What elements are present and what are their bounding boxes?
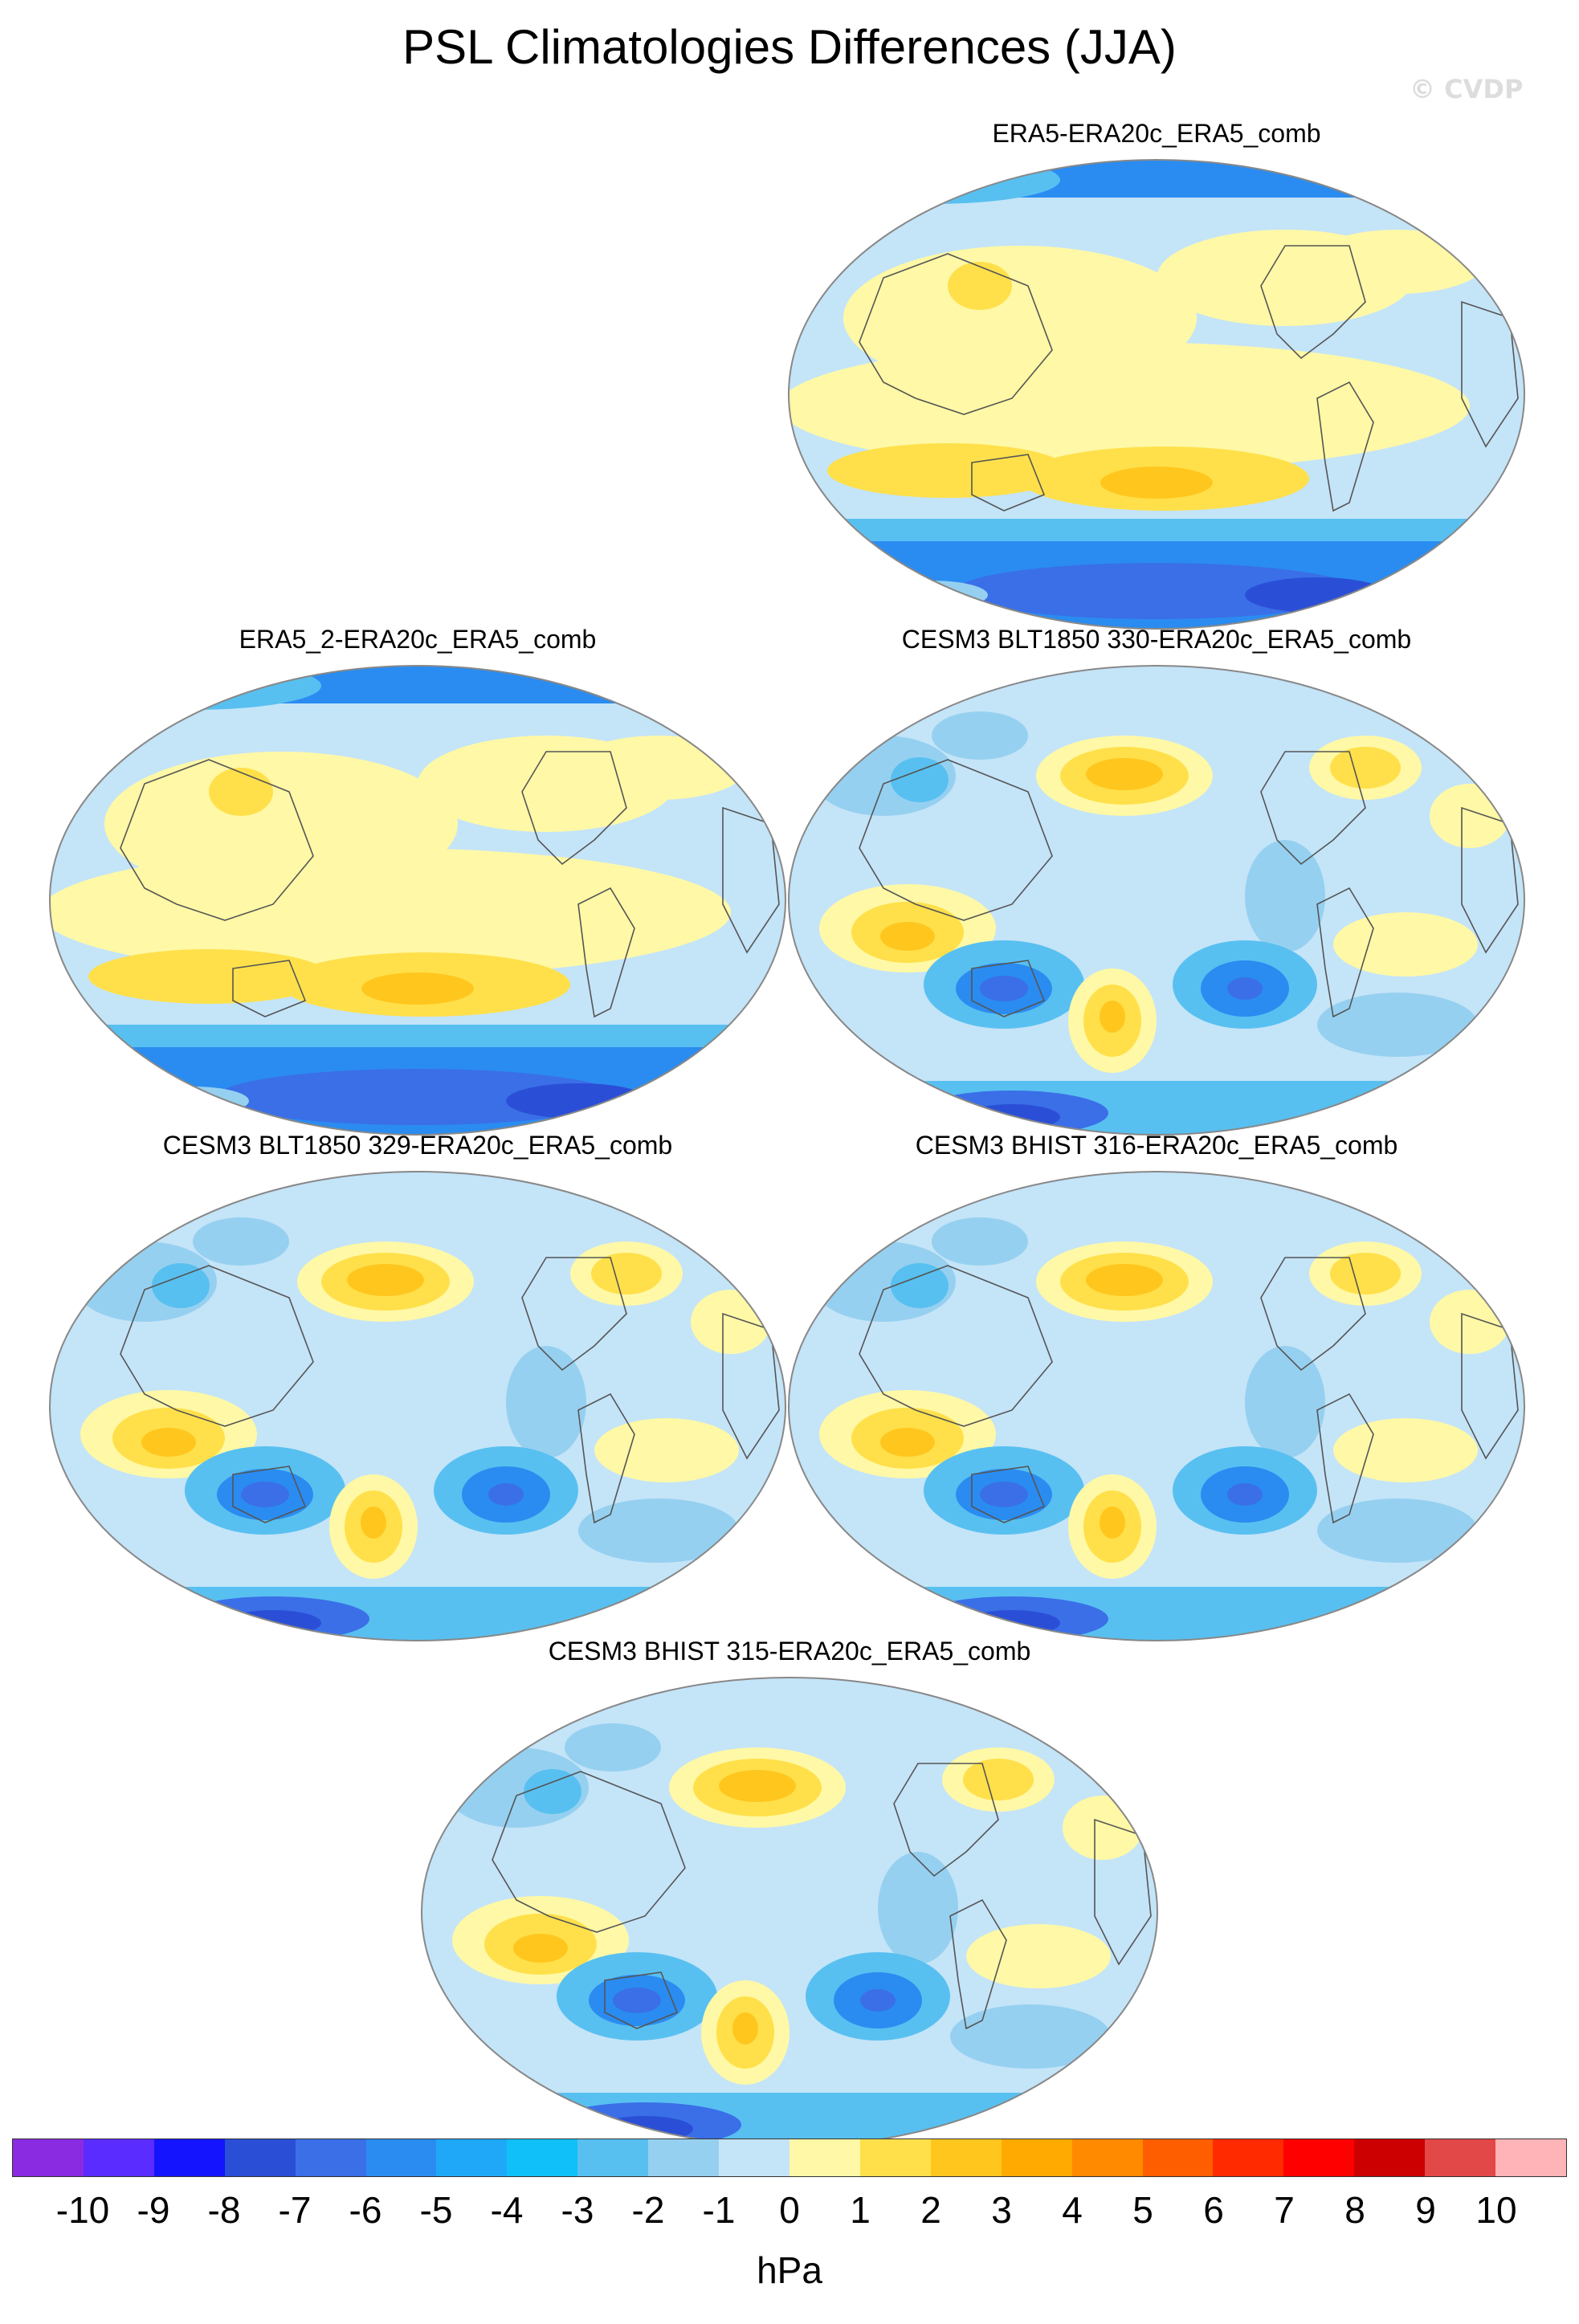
map-panel-bhist-316: CESM3 BHIST 316-ERA20c_ERA5_comb [787, 1131, 1526, 1645]
colorbar-swatch [1071, 2139, 1143, 2176]
colorbar-tick-label: 7 [1274, 2189, 1295, 2231]
colorbar-swatch [930, 2139, 1002, 2176]
colorbar-tick-label: -3 [561, 2189, 594, 2231]
colorbar-tick-label: 2 [920, 2189, 941, 2231]
colorbar-tick-label: -2 [631, 2189, 665, 2231]
colorbar-swatch [789, 2139, 860, 2176]
colorbar-swatch [365, 2139, 437, 2176]
globe-map [788, 159, 1525, 630]
colorbar-tick-label: -10 [55, 2189, 110, 2231]
globe-map [49, 665, 786, 1135]
colorbar-swatch [1001, 2139, 1072, 2176]
colorbar-tick-label: 1 [850, 2189, 871, 2231]
colorbar-tick-label: 4 [1062, 2189, 1083, 2231]
colorbar-swatch [1425, 2139, 1496, 2176]
colorbar-tick-label: -8 [207, 2189, 241, 2231]
globe-map [49, 1171, 786, 1641]
colorbar-swatch [1354, 2139, 1426, 2176]
colorbar-swatch [1495, 2139, 1566, 2176]
colorbar-swatch [13, 2139, 84, 2176]
colorbar-tick-label: -7 [278, 2189, 312, 2231]
colorbar-tick-label: -9 [137, 2189, 170, 2231]
colorbar-swatch [153, 2139, 225, 2176]
globe-map [788, 1171, 1525, 1641]
colorbar-tick-label: 10 [1475, 2189, 1517, 2231]
colorbar-tick-label: 5 [1132, 2189, 1153, 2231]
colorbar-swatch [436, 2139, 508, 2176]
map-panel-blt1850-329: CESM3 BLT1850 329-ERA20c_ERA5_comb [48, 1131, 787, 1645]
panel-title: CESM3 BLT1850 329-ERA20c_ERA5_comb [162, 1131, 673, 1160]
panel-title: CESM3 BLT1850 330-ERA20c_ERA5_comb [901, 625, 1412, 654]
colorbar-tick-label: 9 [1415, 2189, 1436, 2231]
colorbar-tick-label: -6 [349, 2189, 382, 2231]
globe-map [421, 1677, 1158, 2147]
colorbar-swatch [295, 2139, 366, 2176]
colorbar-tick-label: 8 [1344, 2189, 1365, 2231]
colorbar-swatch [83, 2139, 154, 2176]
colorbar-tick-label: -5 [419, 2189, 453, 2231]
colorbar-tick-label: -1 [702, 2189, 736, 2231]
colorbar-swatch [648, 2139, 720, 2176]
map-panel-bhist-315: CESM3 BHIST 315-ERA20c_ERA5_comb [420, 1637, 1159, 2151]
map-panel-era5: ERA5-ERA20c_ERA5_comb [787, 119, 1526, 633]
globe-map [788, 665, 1525, 1135]
colorbar-tick-label: 3 [991, 2189, 1012, 2231]
colorbar-swatch [719, 2139, 790, 2176]
colorbar-swatch [859, 2139, 931, 2176]
colorbar-swatch [1142, 2139, 1214, 2176]
map-panel-blt1850-330: CESM3 BLT1850 330-ERA20c_ERA5_comb [787, 625, 1526, 1139]
colorbar-swatch [1283, 2139, 1355, 2176]
colorbar-swatch [1213, 2139, 1284, 2176]
colorbar-tick-label: 6 [1203, 2189, 1224, 2231]
panel-title: ERA5-ERA20c_ERA5_comb [992, 119, 1321, 148]
colorbar [12, 2138, 1567, 2177]
colorbar-tick-label: 0 [779, 2189, 800, 2231]
watermark: © CVDP [1410, 74, 1524, 104]
colorbar-units: hPa [757, 2249, 822, 2291]
panel-title: CESM3 BHIST 315-ERA20c_ERA5_comb [548, 1637, 1031, 1666]
panel-title: ERA5_2-ERA20c_ERA5_comb [239, 625, 597, 654]
colorbar-tick-label: -4 [490, 2189, 524, 2231]
colorbar-ticks: -10 -9 -8 -7 -6 -5 -4 -3 -2 -1 0 1 2 3 4 5 6 7 8 9 10 [0, 2188, 1579, 2236]
colorbar-swatch [507, 2139, 578, 2176]
panel-title: CESM3 BHIST 316-ERA20c_ERA5_comb [915, 1131, 1398, 1160]
colorbar-swatch [577, 2139, 649, 2176]
figure-title: PSL Climatologies Differences (JJA) [402, 20, 1177, 74]
map-panel-era5-2: ERA5_2-ERA20c_ERA5_comb [48, 625, 787, 1139]
colorbar-swatch [224, 2139, 296, 2176]
